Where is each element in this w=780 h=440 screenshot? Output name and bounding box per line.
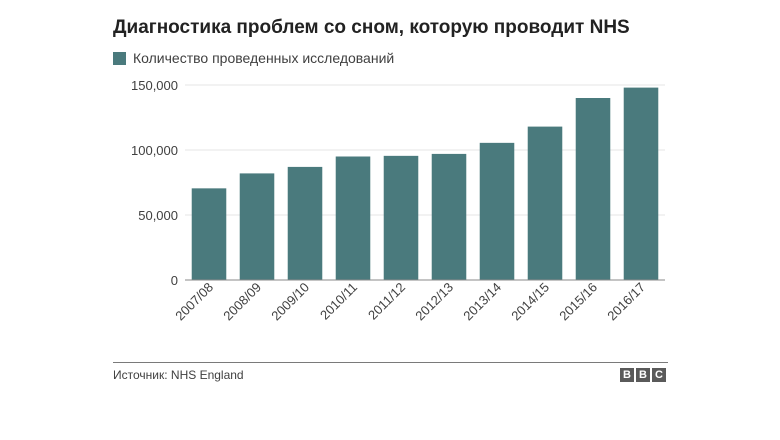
x-tick-label: 2013/14	[460, 280, 504, 324]
bar	[335, 156, 371, 280]
x-tick-label: 2015/16	[556, 280, 600, 324]
x-tick-label: 2009/10	[268, 280, 312, 324]
x-tick-label: 2011/12	[365, 280, 408, 323]
x-tick-label: 2010/11	[317, 280, 360, 323]
bar	[287, 166, 323, 280]
x-tick-label: 2012/13	[412, 280, 456, 324]
chart-title: Диагностика проблем со сном, которую про…	[113, 17, 630, 38]
bbc-logo-letter-3: C	[652, 368, 666, 382]
bar	[479, 142, 515, 280]
bar	[431, 153, 467, 280]
bbc-logo: B B C	[620, 368, 666, 382]
bar	[527, 126, 563, 280]
bbc-logo-letter-1: B	[620, 368, 634, 382]
legend-swatch	[113, 51, 126, 65]
footer-divider	[113, 362, 668, 363]
x-tick-label: 2007/08	[172, 280, 216, 324]
x-tick-label: 2016/17	[604, 280, 648, 324]
bar	[239, 173, 275, 280]
bar	[623, 87, 659, 280]
y-tick-label: 100,000	[131, 143, 178, 158]
y-tick-label: 50,000	[138, 208, 178, 223]
legend-label: Количество проведенных исследований	[133, 50, 395, 66]
y-tick-label: 0	[171, 273, 178, 288]
bar	[575, 98, 611, 280]
bar	[383, 155, 419, 280]
x-tick-label: 2014/15	[508, 280, 552, 324]
bbc-logo-letter-2: B	[636, 368, 650, 382]
x-tick-label: 2008/09	[220, 280, 264, 324]
legend: Количество проведенных исследований	[113, 50, 394, 66]
y-tick-label: 150,000	[131, 78, 178, 93]
source-note: Источник: NHS England	[113, 368, 244, 382]
bar-chart: 0 50,000 100,000 150,000 2007/08 2008/09 2009/…	[131, 78, 665, 324]
bar	[191, 188, 227, 280]
